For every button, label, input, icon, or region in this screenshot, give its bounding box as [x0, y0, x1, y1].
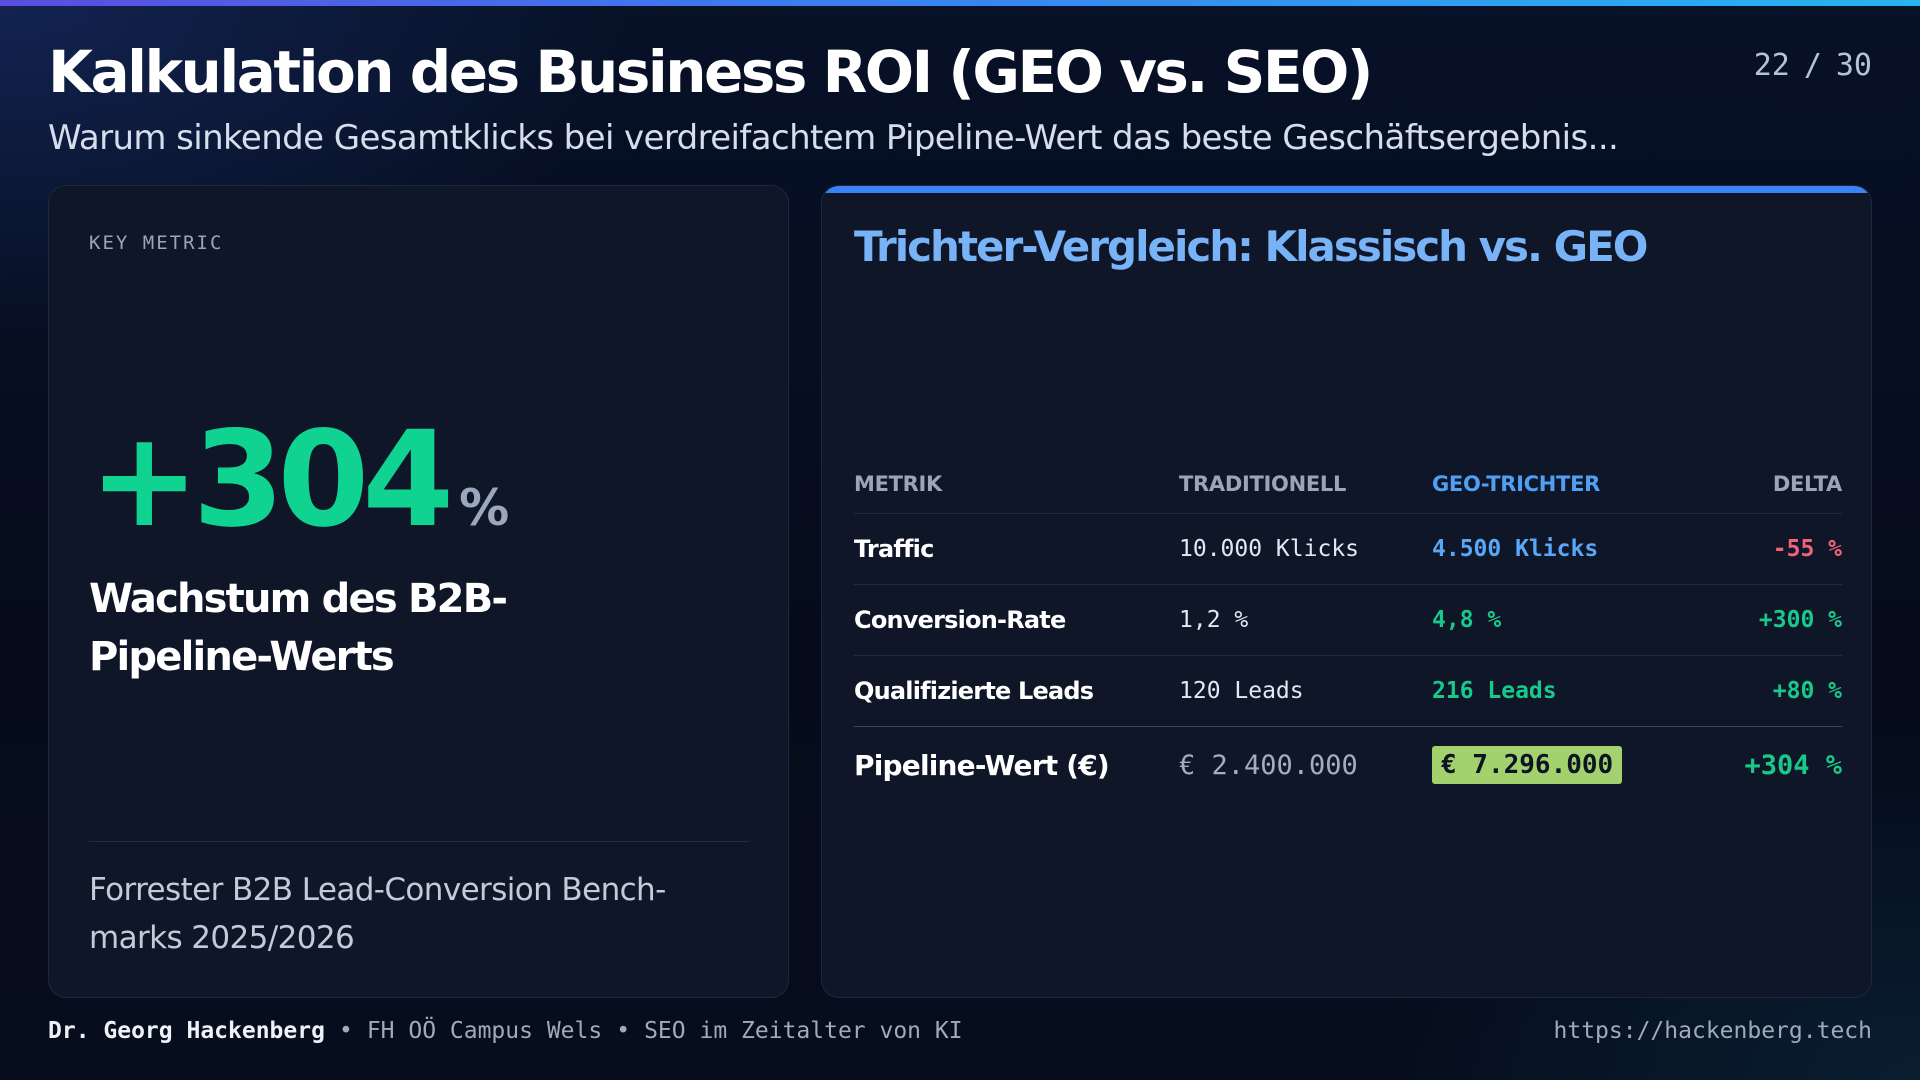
- footer-institution: FH OÖ Campus Wels: [366, 1018, 603, 1044]
- row-traditional-value: 10.000 Klicks: [1179, 513, 1432, 585]
- funnel-comparison-card: Trichter-Vergleich: Klassisch vs. GEO ME…: [821, 185, 1872, 998]
- page-total: 30: [1835, 48, 1872, 83]
- column-header-metric: METRIK: [854, 456, 1179, 514]
- funnel-title: Trichter-Vergleich: Klassisch vs. GEO: [854, 222, 1648, 271]
- key-metric-label: KEY METRIC: [89, 232, 224, 254]
- footer-author: Dr. Georg Hackenberg: [48, 1018, 325, 1044]
- key-metric-caption: Wachstum des B2B-Pipeline-Werts: [89, 576, 508, 680]
- column-header-delta: DELTA: [1702, 456, 1842, 514]
- table-row-qualified-leads: Qualifizierte Leads 120 Leads 216 Leads …: [854, 655, 1842, 727]
- footer-url: https://hackenberg.tech: [1553, 1018, 1873, 1044]
- highlighted-geo-value: € 7.296.000: [1432, 746, 1623, 785]
- row-geo-value: 4.500 Klicks: [1432, 513, 1702, 585]
- key-metric-value: +304: [89, 403, 454, 557]
- row-traditional-value: € 2.400.000: [1179, 749, 1358, 781]
- page-separator: /: [1803, 48, 1822, 83]
- table-row-pipeline-value: Pipeline-Wert (€) € 2.400.000 € 7.296.00…: [854, 726, 1842, 804]
- row-metric-label: Pipeline-Wert (€): [854, 748, 1110, 782]
- footer-course: SEO im Zeitalter von KI: [644, 1018, 963, 1044]
- key-metric-source: Forrester B2B Lead-Conversion Bench-mark…: [89, 872, 666, 956]
- key-metric-unit: %: [459, 479, 510, 537]
- row-metric-label: Traffic: [854, 513, 1179, 585]
- row-traditional-value: 120 Leads: [1179, 655, 1432, 727]
- page-current: 22: [1753, 48, 1790, 83]
- funnel-table: METRIK TRADITIONELL GEO-TRICHTER DELTA T…: [854, 456, 1842, 804]
- row-delta-value: +300 %: [1702, 584, 1842, 656]
- table-header-row: METRIK TRADITIONELL GEO-TRICHTER DELTA: [854, 456, 1842, 514]
- footer-separator: •: [616, 1018, 631, 1044]
- page-counter: 22 / 30: [1754, 48, 1872, 83]
- slide-title: Kalkulation des Business ROI (GEO vs. SE…: [48, 38, 1373, 106]
- key-metric-figure: +304 %: [89, 414, 509, 546]
- key-metric-card: KEY METRIC +304 % Wachstum des B2B-Pipel…: [48, 185, 789, 998]
- row-delta-value: +80 %: [1702, 655, 1842, 727]
- row-geo-value: 4,8 %: [1432, 584, 1702, 656]
- table-row-conversion-rate: Conversion-Rate 1,2 % 4,8 % +300 %: [854, 584, 1842, 656]
- top-accent-bar: [0, 0, 1920, 6]
- row-metric-label: Conversion-Rate: [854, 584, 1179, 656]
- row-delta-value: +304 %: [1744, 749, 1842, 781]
- row-geo-value-cell: € 7.296.000: [1432, 726, 1702, 804]
- footer-credits: Dr. Georg Hackenberg • FH OÖ Campus Wels • S…: [48, 1018, 963, 1044]
- table-row-traffic: Traffic 10.000 Klicks 4.500 Klicks -55 %: [854, 513, 1842, 585]
- row-traditional-value: 1,2 %: [1179, 584, 1432, 656]
- column-header-geo: GEO-TRICHTER: [1432, 456, 1702, 514]
- row-metric-label: Qualifizierte Leads: [854, 655, 1179, 727]
- card-divider: [89, 841, 749, 842]
- footer-separator: •: [338, 1018, 353, 1044]
- row-geo-value: 216 Leads: [1432, 655, 1702, 727]
- column-header-traditional: TRADITIONELL: [1179, 456, 1432, 514]
- row-delta-value: -55 %: [1702, 513, 1842, 585]
- slide-subtitle: Warum sinkende Gesamtklicks bei verdreif…: [48, 118, 1619, 158]
